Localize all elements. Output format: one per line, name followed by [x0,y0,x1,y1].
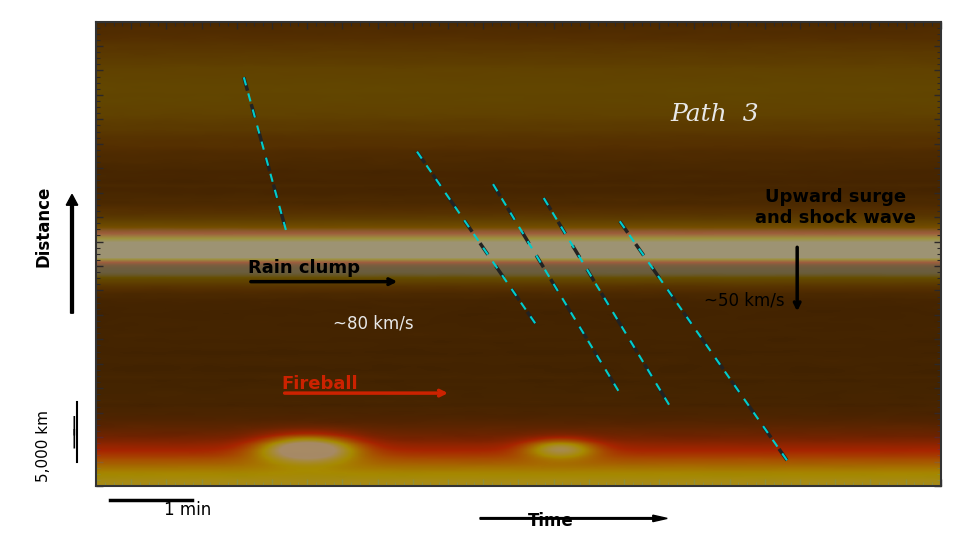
Text: Time: Time [528,512,574,530]
Text: |: | [71,429,77,448]
Text: Distance: Distance [35,186,52,267]
Text: Rain clump: Rain clump [248,259,360,276]
Text: 5,000 km: 5,000 km [36,409,51,482]
Text: Fireball: Fireball [282,375,358,393]
Text: |: | [71,416,77,435]
Text: 1 min: 1 min [163,501,211,519]
Text: ~50 km/s: ~50 km/s [705,291,785,309]
Text: Path  3: Path 3 [670,103,759,126]
Text: ~80 km/s: ~80 km/s [332,314,413,333]
Text: Upward surge
and shock wave: Upward surge and shock wave [755,188,916,227]
